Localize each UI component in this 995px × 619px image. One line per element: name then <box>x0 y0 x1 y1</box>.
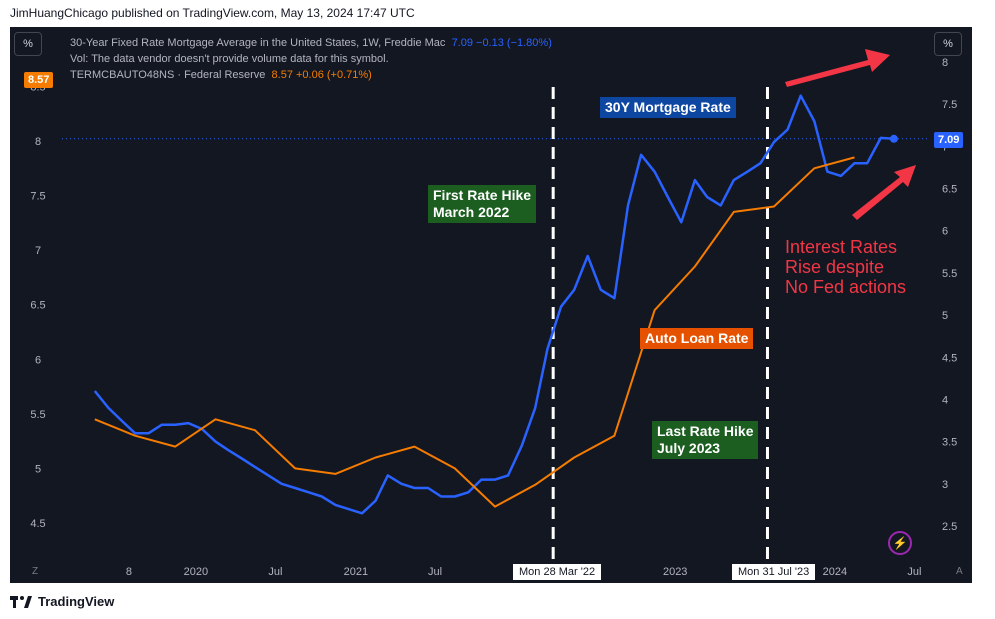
rate-rise-note-line2: Rise despite <box>785 257 885 277</box>
rate-rise-note-line3: No Fed actions <box>785 277 907 297</box>
right-axis-tick: 4.5 <box>942 352 957 364</box>
left-axis-tick: 4.5 <box>30 518 45 530</box>
legend-volume-note: Vol: The data vendor doesn't provide vol… <box>70 53 389 65</box>
left-axis-tick: 5 <box>35 463 41 475</box>
mortgage-last-point <box>889 134 898 143</box>
last-rate-hike-line2: July 2023 <box>657 440 721 456</box>
last-rate-hike-line1: Last Rate Hike <box>657 423 754 439</box>
right-axis-tick: 3.5 <box>942 437 957 449</box>
mortgage-rate-label: 30Y Mortgage Rate <box>600 97 736 118</box>
right-scale-percent-button[interactable]: % <box>934 32 962 56</box>
publish-caption: JimHuangChicago published on TradingView… <box>10 6 415 20</box>
x-axis-tick: Jul <box>428 566 442 578</box>
legend-mortgage-value: 7.09 −0.13 (−1.80%) <box>451 37 552 49</box>
left-axis-tick: 8 <box>35 136 41 148</box>
first-rate-hike-line2: March 2022 <box>433 204 510 220</box>
legend-mortgage-title: 30-Year Fixed Rate Mortgage Average in t… <box>70 37 446 49</box>
mortgage-series-line <box>93 94 894 515</box>
last-hike-date-tag: Mon 31 Jul '23 <box>732 564 816 580</box>
right-axis-tick: 6.5 <box>942 184 957 196</box>
x-axis-tick: 8 <box>126 566 132 578</box>
auto-loan-series-line <box>94 156 855 508</box>
chart-svg: 4.555.566.577.588.52.533.544.555.566.577… <box>30 49 957 578</box>
first-hike-date-tag: Mon 28 Mar '22 <box>513 564 602 580</box>
tradingview-brand: TradingView <box>38 594 115 609</box>
right-axis-tick: 8 <box>942 57 948 69</box>
footer: TradingView <box>10 594 114 609</box>
lower-red-arrow <box>852 165 916 220</box>
first-rate-hike-line1: First Rate Hike <box>433 187 532 203</box>
auto-loan-rate-label: Auto Loan Rate <box>640 328 754 349</box>
x-axis-tick: 2024 <box>823 566 847 578</box>
left-axis-tick: 5.5 <box>30 409 45 421</box>
chart-legend: 30-Year Fixed Rate Mortgage Average in t… <box>70 35 552 83</box>
upper-red-arrow <box>785 49 890 87</box>
x-axis-tick: 2023 <box>663 566 687 578</box>
rate-rise-note: Interest Rates Rise despite No Fed actio… <box>785 237 906 297</box>
x-axis-tick: 2021 <box>344 566 368 578</box>
left-axis-tick: 7.5 <box>30 191 45 203</box>
lightning-icon[interactable]: ⚡ <box>888 531 912 555</box>
right-axis-tick: 4 <box>942 394 948 406</box>
auto-price-tag: 8.57 <box>24 72 54 88</box>
last-rate-hike-label: Last Rate Hike July 2023 <box>652 421 759 459</box>
x-axis-tick: Jul <box>268 566 282 578</box>
chart-frame: 4.555.566.577.588.52.533.544.555.566.577… <box>10 27 972 583</box>
mortgage-price-tag: 7.09 <box>934 132 964 148</box>
zoom-reset-button[interactable]: Z <box>32 566 39 577</box>
left-scale-percent-button[interactable]: % <box>14 32 42 56</box>
left-axis-tick: 6 <box>35 354 41 366</box>
right-axis-tick: 5.5 <box>942 268 957 280</box>
right-axis-tick: 2.5 <box>942 521 957 533</box>
rate-rise-note-line1: Interest Rates <box>785 237 898 257</box>
left-axis-tick: 6.5 <box>30 300 45 312</box>
right-axis-tick: 5 <box>942 310 948 322</box>
legend-auto-title: TERMCBAUTO48NS · Federal Reserve <box>70 69 266 81</box>
x-axis-tick: Jul <box>907 566 921 578</box>
right-axis-tick: 6 <box>942 226 948 238</box>
legend-auto-value: 8.57 +0.06 (+0.71%) <box>271 69 372 81</box>
left-axis-tick: 7 <box>35 245 41 257</box>
auto-scale-button[interactable]: A <box>956 566 963 577</box>
right-axis-tick: 3 <box>942 479 948 491</box>
right-axis-tick: 7.5 <box>942 99 957 111</box>
x-axis-tick: 2020 <box>184 566 208 578</box>
first-rate-hike-label: First Rate Hike March 2022 <box>428 185 537 223</box>
tradingview-logo-icon <box>10 595 32 608</box>
